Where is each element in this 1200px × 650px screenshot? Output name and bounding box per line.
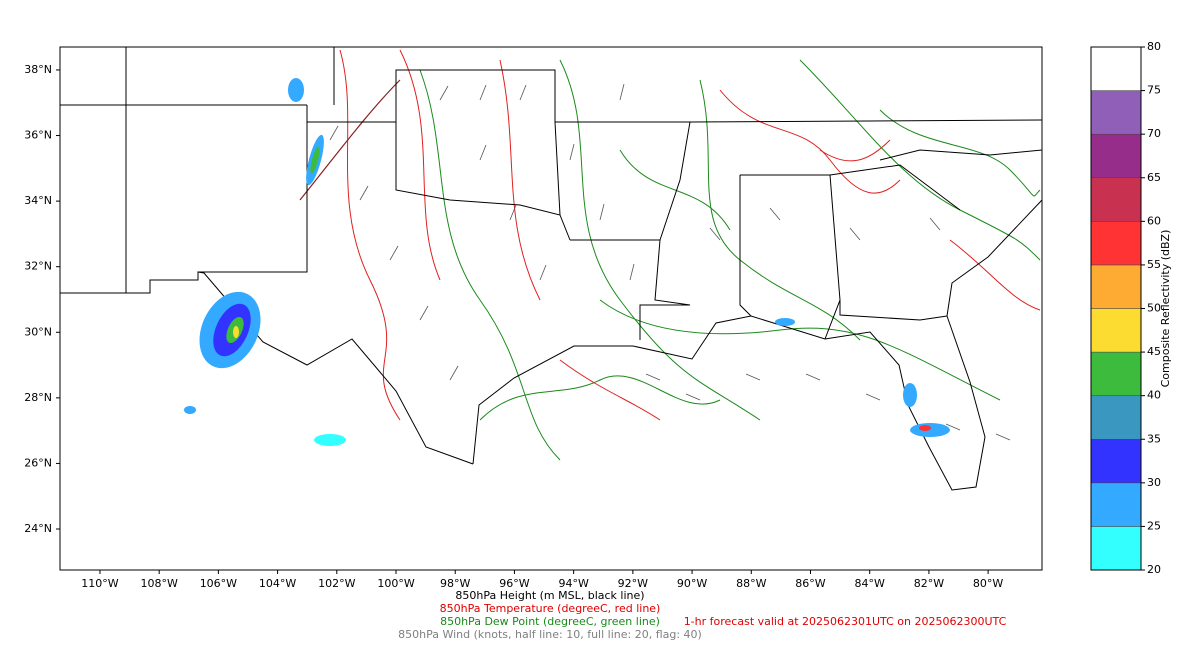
colorbar-tick-label: 60 (1147, 214, 1161, 227)
colorbar-bin (1090, 177, 1142, 222)
x-tick-label: 88°W (736, 577, 766, 590)
caption-height: 850hPa Height (m MSL, black line) (455, 589, 644, 602)
caption-valid-time: 1-hr forecast valid at 2025062301UTC on … (684, 615, 1007, 628)
x-tick-label: 98°W (440, 577, 470, 590)
colorbar-bin (1090, 264, 1142, 309)
colorbar-bin (1090, 46, 1142, 91)
coastline (472, 199, 1043, 491)
colorbar-bin (1090, 395, 1142, 440)
reflectivity-echoes (184, 78, 950, 446)
y-tick-label: 26°N (24, 456, 52, 469)
x-tick-label: 108°W (140, 577, 177, 590)
colorbar-bin (1090, 221, 1142, 266)
x-tick-label: 84°W (855, 577, 885, 590)
y-tick-label: 30°N (24, 325, 52, 338)
caption-wind: 850hPa Wind (knots, half line: 10, full … (398, 628, 702, 641)
colorbar-tick-label: 25 (1147, 519, 1161, 532)
x-tick-label: 82°W (914, 577, 944, 590)
y-tick-label: 34°N (24, 194, 52, 207)
colorbar-tick-label: 50 (1147, 302, 1161, 315)
map-layer (59, 46, 1043, 571)
colorbar-tick-label: 20 (1147, 563, 1161, 576)
colorbar-tick-label: 30 (1147, 476, 1161, 489)
x-tick-label: 100°W (377, 577, 414, 590)
colorbar-bin (1090, 90, 1142, 135)
y-tick-label: 32°N (24, 260, 52, 273)
x-tick-label: 96°W (499, 577, 529, 590)
colorbar-label: Composite Reflectivity (dBZ) (1159, 230, 1172, 388)
x-tick-label: 80°W (973, 577, 1003, 590)
colorbar-tick-label: 75 (1147, 84, 1161, 97)
colorbar-bin (1090, 526, 1142, 571)
x-tick-label: 110°W (81, 577, 118, 590)
x-tick-label: 90°W (677, 577, 707, 590)
axes: 110°W 108°W 106°W 104°W 102°W 100°W 98°W 96°W 94… (24, 63, 1003, 590)
x-tick-label: 92°W (618, 577, 648, 590)
caption-temperature: 850hPa Temperature (degreeC, red line) (440, 602, 661, 615)
colorbar-tick-label: 55 (1147, 258, 1161, 271)
colorbar-tick-label: 65 (1147, 171, 1161, 184)
colorbar-bin (1090, 133, 1142, 179)
colorbar-tick-label: 35 (1147, 432, 1161, 445)
map-frame (59, 46, 1043, 571)
x-tick-label: 94°W (558, 577, 588, 590)
colorbar-tick-label: 45 (1147, 345, 1161, 358)
caption-dew-point: 850hPa Dew Point (degreeC, green line) (440, 615, 660, 628)
x-tick-label: 102°W (318, 577, 355, 590)
y-tick-label: 28°N (24, 391, 52, 404)
colorbar-bin (1090, 439, 1142, 484)
y-tick-label: 38°N (24, 63, 52, 76)
height-contour (299, 79, 401, 201)
map-background (60, 47, 1042, 570)
colorbar-bin (1090, 482, 1142, 527)
colorbar-tick-label: 40 (1147, 389, 1161, 402)
colorbar-bin (1090, 351, 1142, 396)
y-tick-label: 24°N (24, 522, 52, 535)
colorbar-bin (1090, 308, 1142, 353)
colorbar-tick-label: 70 (1147, 127, 1161, 140)
colorbar-tick-label: 80 (1147, 40, 1161, 53)
x-tick-label: 106°W (200, 577, 237, 590)
x-tick-label: 104°W (259, 577, 296, 590)
x-tick-label: 86°W (795, 577, 825, 590)
wind-barbs (329, 83, 1011, 441)
colorbar: 20 25 30 35 40 45 50 55 60 65 70 75 80 Composite Refl… (1090, 40, 1172, 576)
y-tick-label: 36°N (24, 129, 52, 142)
